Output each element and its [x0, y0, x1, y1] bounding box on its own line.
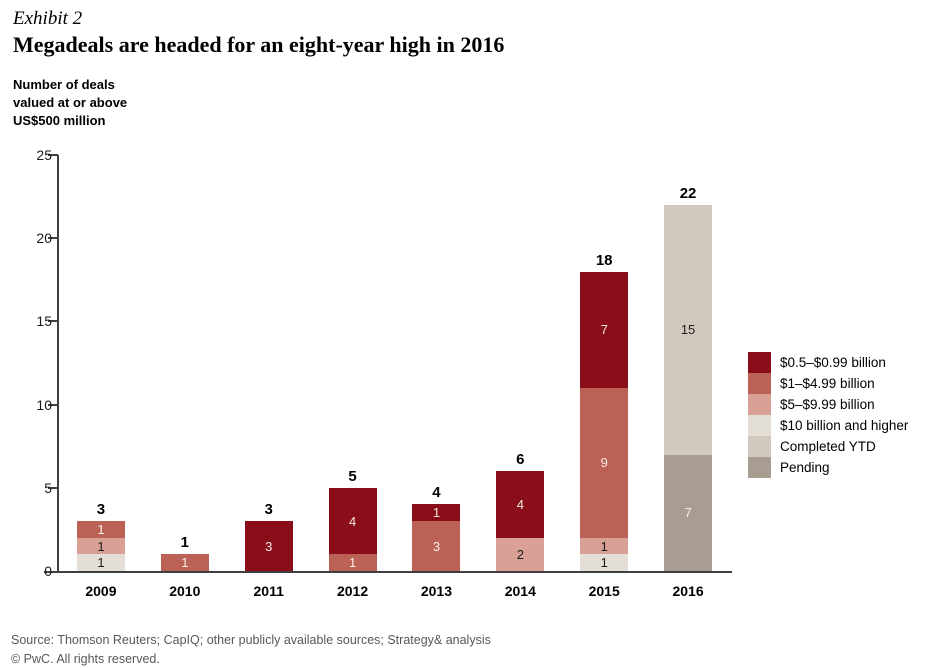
legend-row: $10 billion and higher	[748, 415, 908, 436]
x-axis-label: 2015	[588, 583, 620, 599]
legend-row: $5–$9.99 billion	[748, 394, 908, 415]
y-tick-label: 0	[44, 563, 52, 579]
bar-segment: 1	[160, 554, 209, 571]
legend-label: $1–$4.99 billion	[780, 376, 875, 391]
bar-group: 18 7 9 1 1	[562, 155, 646, 571]
x-axis-line	[44, 571, 732, 573]
y-tick-label: 5	[44, 479, 52, 496]
y-tick	[48, 403, 58, 406]
x-axis-label: 2013	[420, 583, 453, 599]
bar-segment: 2	[496, 537, 545, 571]
copyright-line: © PwC. All rights reserved.	[11, 652, 160, 666]
x-axis-label: 2010	[169, 583, 201, 599]
x-axis-label: 2014	[504, 583, 536, 599]
legend-row: $0.5–$0.99 billion	[748, 352, 908, 373]
source-note: Source: Thomson Reuters; CapIQ; other pu…	[11, 631, 491, 668]
bar-total-label: 3	[264, 501, 273, 519]
legend-swatch	[748, 436, 771, 457]
legend-label: $0.5–$0.99 billion	[780, 355, 886, 370]
legend-row: $1–$4.99 billion	[748, 373, 908, 394]
bar-segment: 4	[496, 471, 545, 538]
bar-segment: 1	[580, 537, 629, 555]
bar-segment: 1	[76, 521, 125, 538]
legend-swatch	[748, 394, 771, 415]
legend-label: $10 billion and higher	[780, 418, 909, 433]
bar-segment: 1	[76, 537, 125, 555]
bar-group: 22 15 7	[646, 155, 730, 571]
bar-segment: 1	[328, 554, 377, 571]
legend-swatch	[748, 457, 771, 478]
bar-total-label: 22	[679, 184, 697, 202]
bar-total-label: 4	[432, 484, 441, 502]
plot-area: 3 1 1 1 1 1 3 3 5 4 1 4 1 3 6 4 2 18 7 9 1 1 22 15 7 0 5 10 15 20 25	[36, 147, 732, 579]
legend-label: Completed YTD	[780, 439, 876, 454]
y-tick-label: 15	[36, 313, 52, 330]
bar-segment: 1	[76, 554, 125, 571]
legend-label: $5–$9.99 billion	[780, 397, 875, 412]
y-tick	[48, 320, 58, 323]
y-tick-label: 10	[36, 396, 52, 413]
stacked-bar: 15 7	[664, 204, 713, 571]
x-axis-label: 2009	[85, 583, 117, 599]
bar-segment: 7	[664, 454, 713, 571]
chart-header: Exhibit 2 Megadeals are headed for an ei…	[13, 8, 504, 58]
bar-total-label: 3	[96, 501, 106, 519]
exhibit-label: Exhibit 2	[13, 8, 83, 29]
legend-row: Completed YTD	[748, 436, 908, 457]
bar-segment: 3	[244, 521, 293, 571]
y-tick	[48, 154, 58, 156]
x-axis-labels: 2009 2010 2011 2012 2013 2014 2015 2016	[59, 583, 730, 599]
legend-label: Pending	[780, 460, 830, 475]
bar-segment: 15	[664, 204, 713, 455]
y-tick-label: 20	[36, 230, 52, 247]
stacked-bar: 1	[160, 554, 209, 571]
y-tick	[48, 486, 58, 489]
bar-segment: 1	[580, 554, 629, 571]
bars-container: 3 1 1 1 1 1 3 3 5 4 1 4 1 3 6 4 2 18 7 9 1 1 22 15 7	[59, 155, 730, 571]
x-axis-label: 2016	[672, 583, 704, 599]
source-line: Source: Thomson Reuters; CapIQ; other pu…	[11, 633, 491, 647]
legend-row: Pending	[748, 457, 908, 478]
y-tick	[48, 237, 58, 240]
bar-segment: 9	[580, 388, 629, 538]
legend-swatch	[748, 352, 771, 373]
y-tick-label: 25	[36, 147, 52, 163]
bar-total-label: 5	[348, 467, 357, 485]
y-axis-note: Number of deals valued at or above US$50…	[13, 77, 128, 128]
bar-segment: 3	[412, 521, 461, 571]
legend-swatch	[748, 415, 771, 436]
bar-segment: 7	[580, 271, 629, 388]
bar-total-label: 6	[516, 451, 525, 469]
stacked-bar: 3	[244, 521, 293, 571]
x-axis-label: 2012	[336, 583, 369, 599]
bar-total-label: 1	[180, 534, 189, 552]
y-axis-line	[57, 155, 59, 571]
chart-title: Megadeals are headed for an eight-year h…	[13, 32, 505, 57]
legend: $0.5–$0.99 billion $1–$4.99 billion $5–$9.…	[748, 352, 908, 478]
bar-segment: 4	[328, 487, 377, 555]
x-axis-label: 2011	[253, 583, 284, 599]
bar-segment: 1	[412, 504, 461, 522]
bar-total-label: 18	[595, 251, 613, 269]
legend-swatch	[748, 373, 771, 394]
